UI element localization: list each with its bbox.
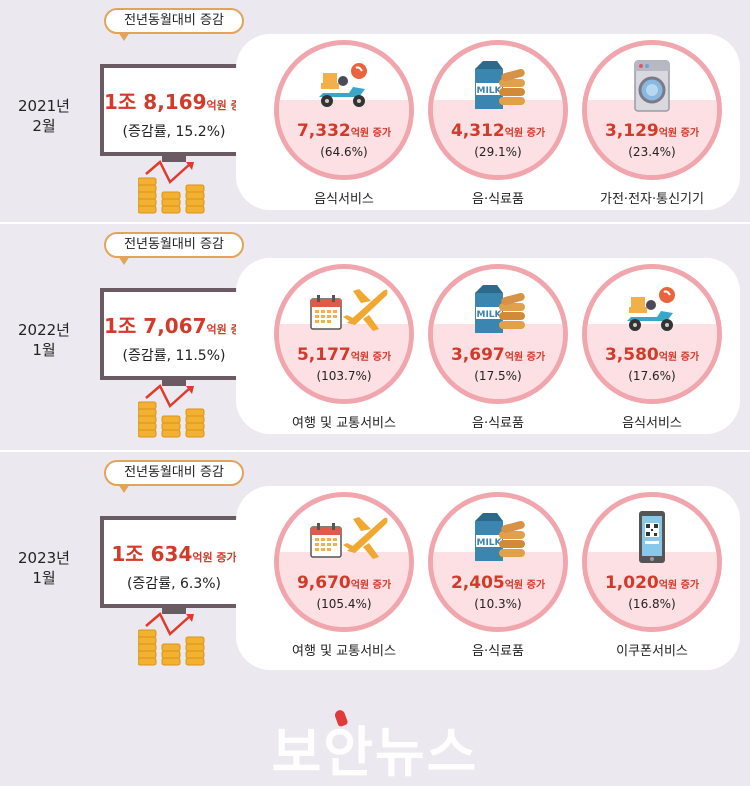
year-month-label: 2023년 1월	[8, 548, 80, 588]
category-item: 5,177억원 증가 (103.7%) 여행 및 교통서비스	[274, 264, 414, 436]
year-text: 2023년	[18, 549, 70, 567]
category-circle: 5,177억원 증가 (103.7%)	[274, 264, 414, 404]
category-amount: 1,020억원 증가	[604, 573, 700, 593]
category-circle: MILK 2,405억원 증가 (10.3%)	[428, 492, 568, 632]
category-item: 3,580억원 증가 (17.6%) 음식서비스	[582, 264, 722, 436]
category-label: 음·식료품	[472, 192, 524, 207]
category-item: 3,129억원 증가 (23.4%) 가전·전자·통신기기	[582, 40, 722, 212]
category-circle: MILK 4,312억원 증가 (29.1%)	[428, 40, 568, 180]
category-circle: 1,020억원 증가 (16.8%)	[582, 492, 722, 632]
category-label: 여행 및 교통서비스	[292, 644, 396, 659]
category-amount: 3,697억원 증가	[450, 345, 546, 365]
month-text: 2월	[32, 117, 56, 135]
coin-chart-icon	[137, 382, 208, 438]
year-month-label: 2021년 2월	[8, 96, 80, 136]
change-rate: (증감률, 6.3%)	[126, 576, 222, 592]
monitor-stand	[162, 156, 186, 162]
svg-text:MILK: MILK	[476, 310, 502, 320]
delivery-scooter-icon	[617, 283, 687, 337]
category-percent: (17.6%)	[628, 369, 676, 383]
category-label: 음식서비스	[622, 416, 682, 431]
svg-text:MILK: MILK	[476, 86, 502, 96]
monitor-stand	[162, 380, 186, 386]
circle-fill	[279, 323, 409, 399]
watermark-logo: 보안뉴스	[271, 721, 479, 784]
change-rate: (증감률, 11.5%)	[122, 348, 226, 364]
category-percent: (105.4%)	[316, 597, 372, 611]
category-item: MILK 2,405억원 증가 (10.3%) 음·식료품	[428, 492, 568, 664]
total-change-monitor: 1조 7,067억원 증가 (증감률, 11.5%)	[100, 288, 251, 380]
circle-fill	[587, 323, 717, 399]
category-percent: (16.8%)	[628, 597, 676, 611]
calendar-airplane-icon	[309, 511, 388, 565]
total-change-monitor: 1조 634억원 증가 (증감률, 6.3%)	[100, 516, 248, 608]
coin-chart-icon	[137, 158, 208, 214]
row-divider	[0, 450, 750, 452]
category-item: 1,020억원 증가 (16.8%) 이쿠폰서비스	[582, 492, 722, 664]
yoy-change-tag: 전년동월대비 증감	[104, 232, 244, 265]
year-text: 2022년	[18, 321, 70, 339]
year-text: 2021년	[18, 97, 70, 115]
category-item: 9,670억원 증가 (105.4%) 여행 및 교통서비스	[274, 492, 414, 664]
category-amount: 5,177억원 증가	[296, 345, 392, 365]
year-month-label: 2022년 1월	[8, 320, 80, 360]
circle-fill	[433, 323, 563, 399]
mobile-coupon-icon	[617, 511, 687, 565]
category-amount: 4,312억원 증가	[450, 121, 546, 141]
category-amount: 7,332억원 증가	[296, 121, 392, 141]
washing-machine-icon	[617, 59, 687, 113]
change-rate: (증감률, 15.2%)	[122, 124, 226, 140]
total-change-monitor: 1조 8,169억원 증가 (증감률, 15.2%)	[100, 64, 251, 156]
yoy-change-tag: 전년동월대비 증감	[104, 460, 244, 493]
circle-fill	[433, 99, 563, 175]
category-circle: 3,580억원 증가 (17.6%)	[582, 264, 722, 404]
category-amount: 3,580억원 증가	[604, 345, 700, 365]
circle-fill	[587, 99, 717, 175]
coin-chart-icon	[137, 610, 208, 666]
circle-fill	[279, 99, 409, 175]
category-item: 7,332억원 증가 (64.6%) 음식서비스	[274, 40, 414, 212]
total-change-value: 1조 8,169억원 증가	[104, 90, 251, 114]
milk-bread-icon: MILK	[463, 59, 533, 113]
row-divider	[0, 222, 750, 224]
circle-fill	[433, 551, 563, 627]
milk-bread-icon: MILK	[463, 511, 533, 565]
category-label: 가전·전자·통신기기	[600, 192, 704, 207]
category-label: 음·식료품	[472, 644, 524, 659]
category-circle: MILK 3,697억원 증가 (17.5%)	[428, 264, 568, 404]
category-item: MILK 4,312억원 증가 (29.1%) 음·식료품	[428, 40, 568, 212]
calendar-airplane-icon	[309, 283, 388, 337]
category-percent: (29.1%)	[474, 145, 522, 159]
monitor-stand	[162, 608, 186, 614]
category-circle: 7,332억원 증가 (64.6%)	[274, 40, 414, 180]
month-text: 1월	[32, 341, 56, 359]
total-change-value: 1조 7,067억원 증가	[104, 314, 251, 338]
category-amount: 2,405억원 증가	[450, 573, 546, 593]
category-circle: 9,670억원 증가 (105.4%)	[274, 492, 414, 632]
category-label: 여행 및 교통서비스	[292, 416, 396, 431]
category-percent: (10.3%)	[474, 597, 522, 611]
svg-text:MILK: MILK	[476, 538, 502, 548]
month-text: 1월	[32, 569, 56, 587]
category-percent: (23.4%)	[628, 145, 676, 159]
yoy-change-tag: 전년동월대비 증감	[104, 8, 244, 41]
category-label: 이쿠폰서비스	[616, 644, 688, 659]
circle-fill	[587, 551, 717, 627]
category-item: MILK 3,697억원 증가 (17.5%) 음·식료품	[428, 264, 568, 436]
category-percent: (17.5%)	[474, 369, 522, 383]
category-amount: 9,670억원 증가	[296, 573, 392, 593]
category-percent: (103.7%)	[316, 369, 372, 383]
total-change-value: 1조 634억원 증가	[111, 542, 237, 566]
delivery-scooter-icon	[309, 59, 379, 113]
category-label: 음식서비스	[314, 192, 374, 207]
milk-bread-icon: MILK	[463, 283, 533, 337]
category-label: 음·식료품	[472, 416, 524, 431]
category-percent: (64.6%)	[320, 145, 368, 159]
category-amount: 3,129억원 증가	[604, 121, 700, 141]
category-circle: 3,129억원 증가 (23.4%)	[582, 40, 722, 180]
circle-fill	[279, 551, 409, 627]
